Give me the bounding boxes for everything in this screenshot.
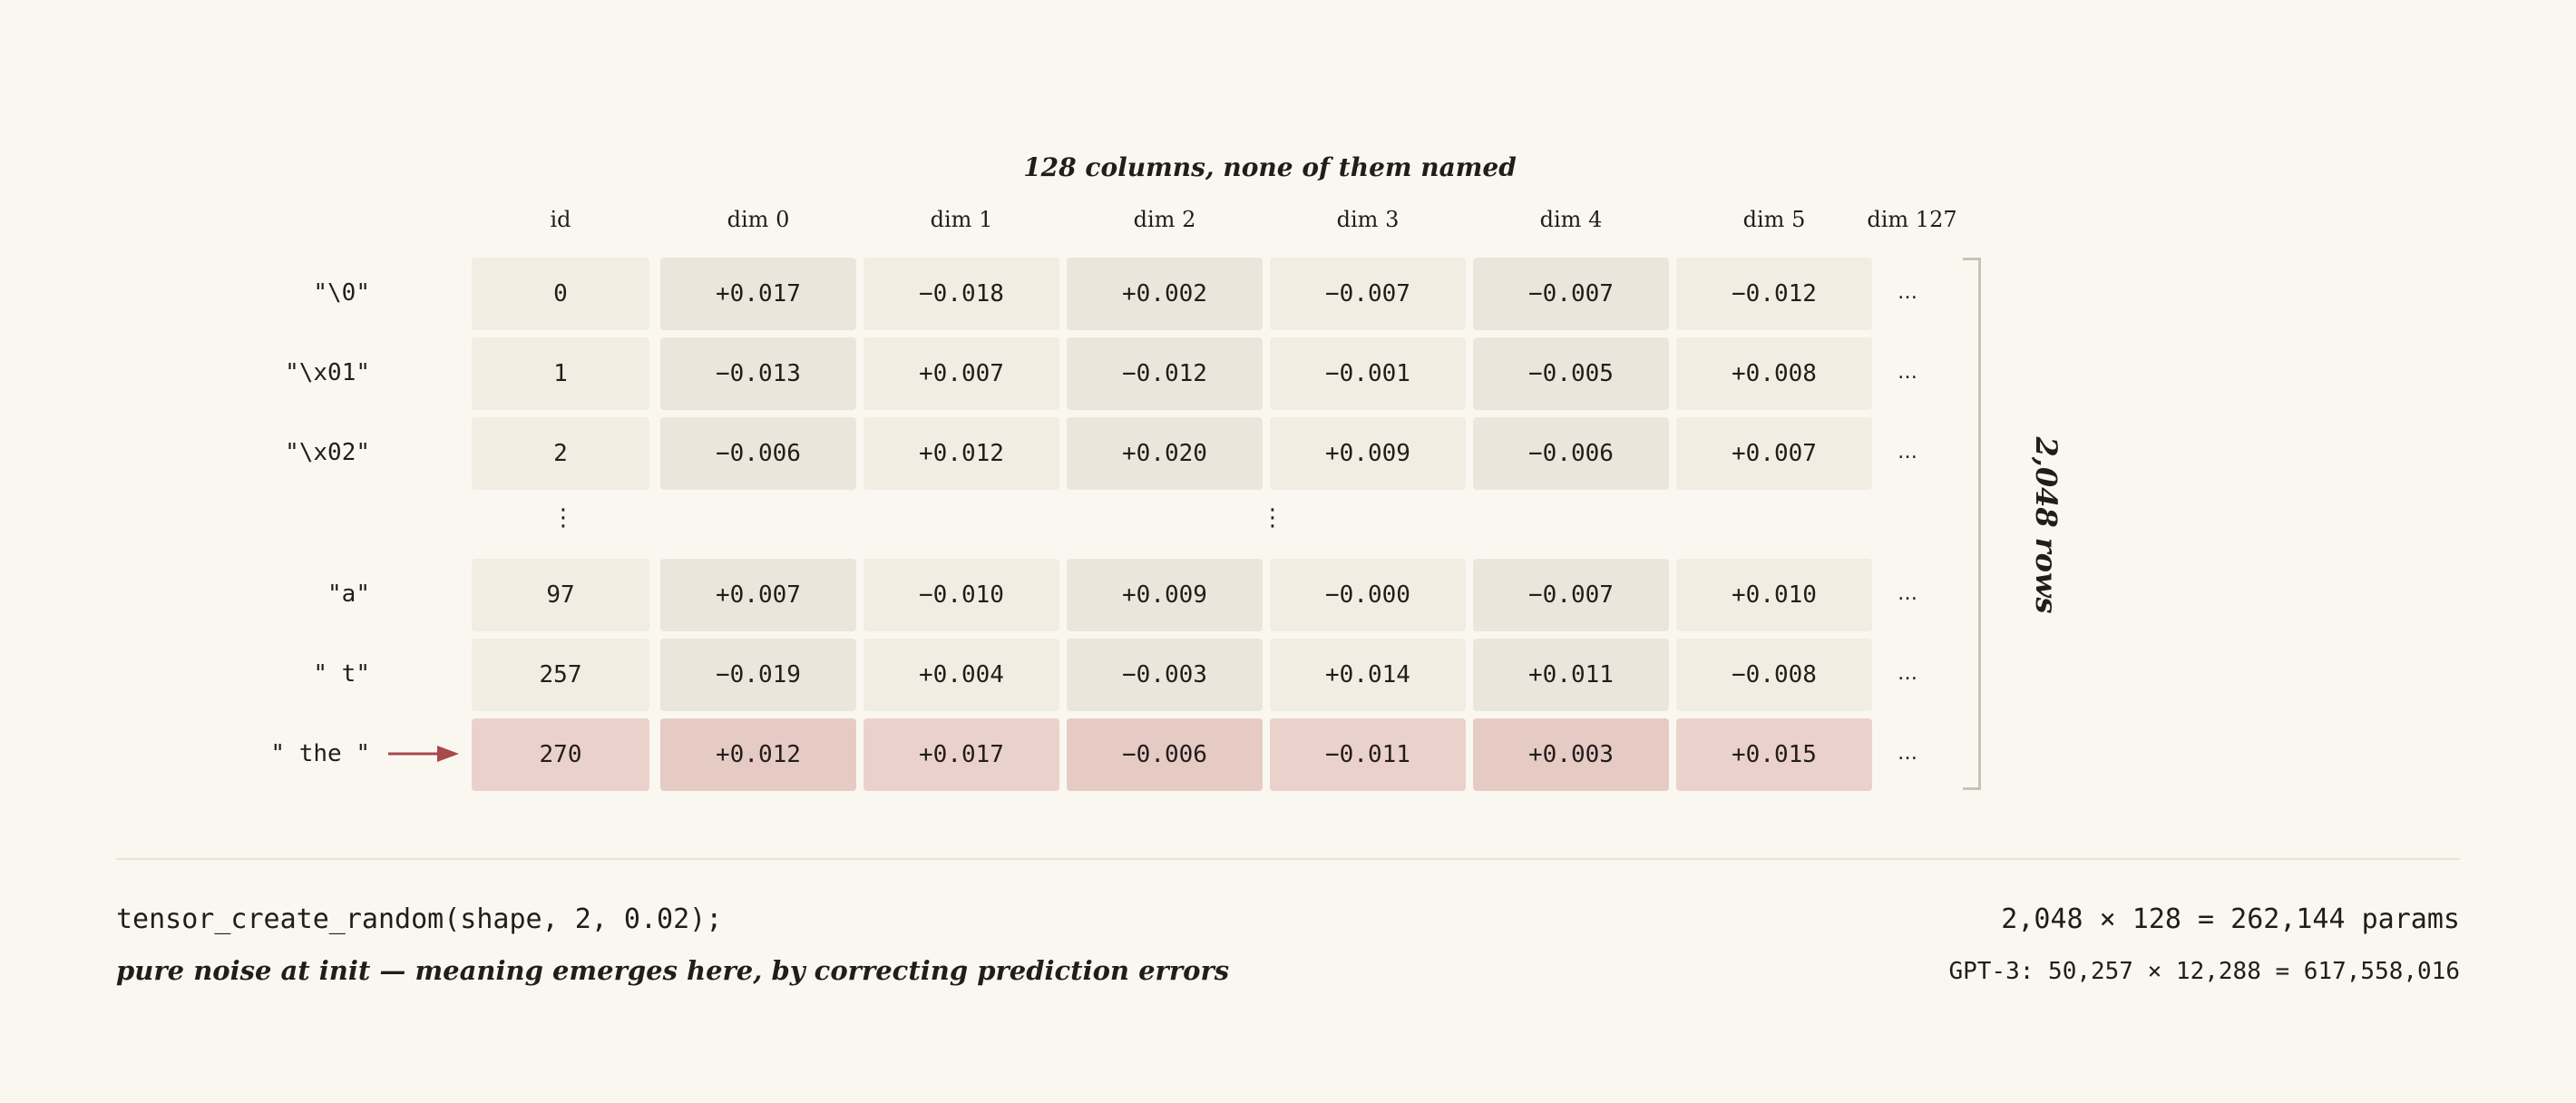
value-cell: +0.007 xyxy=(1676,417,1872,490)
row-ellipsis: … xyxy=(1898,582,1917,605)
value-cell: +0.017 xyxy=(660,258,856,330)
column-header: dim 2 xyxy=(1133,207,1196,232)
value-cell: −0.011 xyxy=(1270,718,1466,791)
row-token-label: "\0" xyxy=(313,279,370,307)
rows-count-label: 2,048 rows xyxy=(2029,436,2064,614)
column-header: dim 5 xyxy=(1742,207,1806,232)
value-cell: +0.009 xyxy=(1067,559,1263,631)
value-cell: +0.015 xyxy=(1676,718,1872,791)
gpt3-formula: GPT-3: 50,257 × 12,288 = 617,558,016 xyxy=(1948,958,2460,985)
value-cell: −0.007 xyxy=(1473,559,1669,631)
row-token-label: " the " xyxy=(270,740,370,767)
value-cell: +0.017 xyxy=(864,718,1059,791)
column-header: dim 1 xyxy=(930,207,993,232)
value-cell: −0.006 xyxy=(660,417,856,490)
arrow-right-icon xyxy=(388,746,459,762)
value-cell: +0.004 xyxy=(864,639,1059,711)
value-cell: +0.007 xyxy=(864,337,1059,410)
id-cell: 270 xyxy=(472,718,649,791)
value-cell: −0.013 xyxy=(660,337,856,410)
value-cell: −0.003 xyxy=(1067,639,1263,711)
value-cell: −0.007 xyxy=(1270,258,1466,330)
value-cell: −0.008 xyxy=(1676,639,1872,711)
divider xyxy=(116,858,2460,860)
row-token-label: " t" xyxy=(313,660,370,688)
value-cell: +0.014 xyxy=(1270,639,1466,711)
value-cell: −0.012 xyxy=(1067,337,1263,410)
id-cell: 257 xyxy=(472,639,649,711)
value-cell: −0.000 xyxy=(1270,559,1466,631)
row-token-label: "\x02" xyxy=(285,439,370,466)
vertical-ellipsis-id: ⋮ xyxy=(551,504,575,532)
id-cell: 0 xyxy=(472,258,649,330)
value-cell: +0.012 xyxy=(864,417,1059,490)
id-cell: 97 xyxy=(472,559,649,631)
value-cell: +0.002 xyxy=(1067,258,1263,330)
value-cell: −0.005 xyxy=(1473,337,1669,410)
column-header: dim 127 xyxy=(1867,207,1957,232)
row-token-label: "\x01" xyxy=(285,359,370,386)
value-cell: −0.018 xyxy=(864,258,1059,330)
rows-bracket xyxy=(1963,258,1981,790)
row-ellipsis: … xyxy=(1898,742,1917,765)
column-header: id xyxy=(550,207,571,232)
value-cell: +0.010 xyxy=(1676,559,1872,631)
row-token-label: "a" xyxy=(327,581,370,608)
value-cell: −0.010 xyxy=(864,559,1059,631)
value-cell: −0.012 xyxy=(1676,258,1872,330)
value-cell: +0.020 xyxy=(1067,417,1263,490)
value-cell: +0.007 xyxy=(660,559,856,631)
value-cell: +0.009 xyxy=(1270,417,1466,490)
value-cell: +0.012 xyxy=(660,718,856,791)
value-cell: +0.011 xyxy=(1473,639,1669,711)
column-header: dim 4 xyxy=(1539,207,1603,232)
params-formula: 2,048 × 128 = 262,144 params xyxy=(2001,903,2460,935)
value-cell: +0.008 xyxy=(1676,337,1872,410)
column-header: dim 0 xyxy=(727,207,790,232)
row-ellipsis: … xyxy=(1898,662,1917,685)
value-cell: −0.001 xyxy=(1270,337,1466,410)
value-cell: −0.006 xyxy=(1473,417,1669,490)
value-cell: +0.003 xyxy=(1473,718,1669,791)
row-ellipsis: … xyxy=(1898,441,1917,464)
id-cell: 1 xyxy=(472,337,649,410)
code-snippet: tensor_create_random(shape, 2, 0.02); xyxy=(116,903,723,935)
tagline: pure noise at init — meaning emerges her… xyxy=(116,955,1230,986)
column-header: dim 3 xyxy=(1336,207,1400,232)
value-cell: −0.006 xyxy=(1067,718,1263,791)
value-cell: −0.007 xyxy=(1473,258,1669,330)
vertical-ellipsis-dims: ⋮ xyxy=(1261,504,1284,532)
table-caption: 128 columns, none of them named xyxy=(1023,152,1517,182)
row-ellipsis: … xyxy=(1898,281,1917,304)
value-cell: −0.019 xyxy=(660,639,856,711)
id-cell: 2 xyxy=(472,417,649,490)
row-ellipsis: … xyxy=(1898,361,1917,384)
